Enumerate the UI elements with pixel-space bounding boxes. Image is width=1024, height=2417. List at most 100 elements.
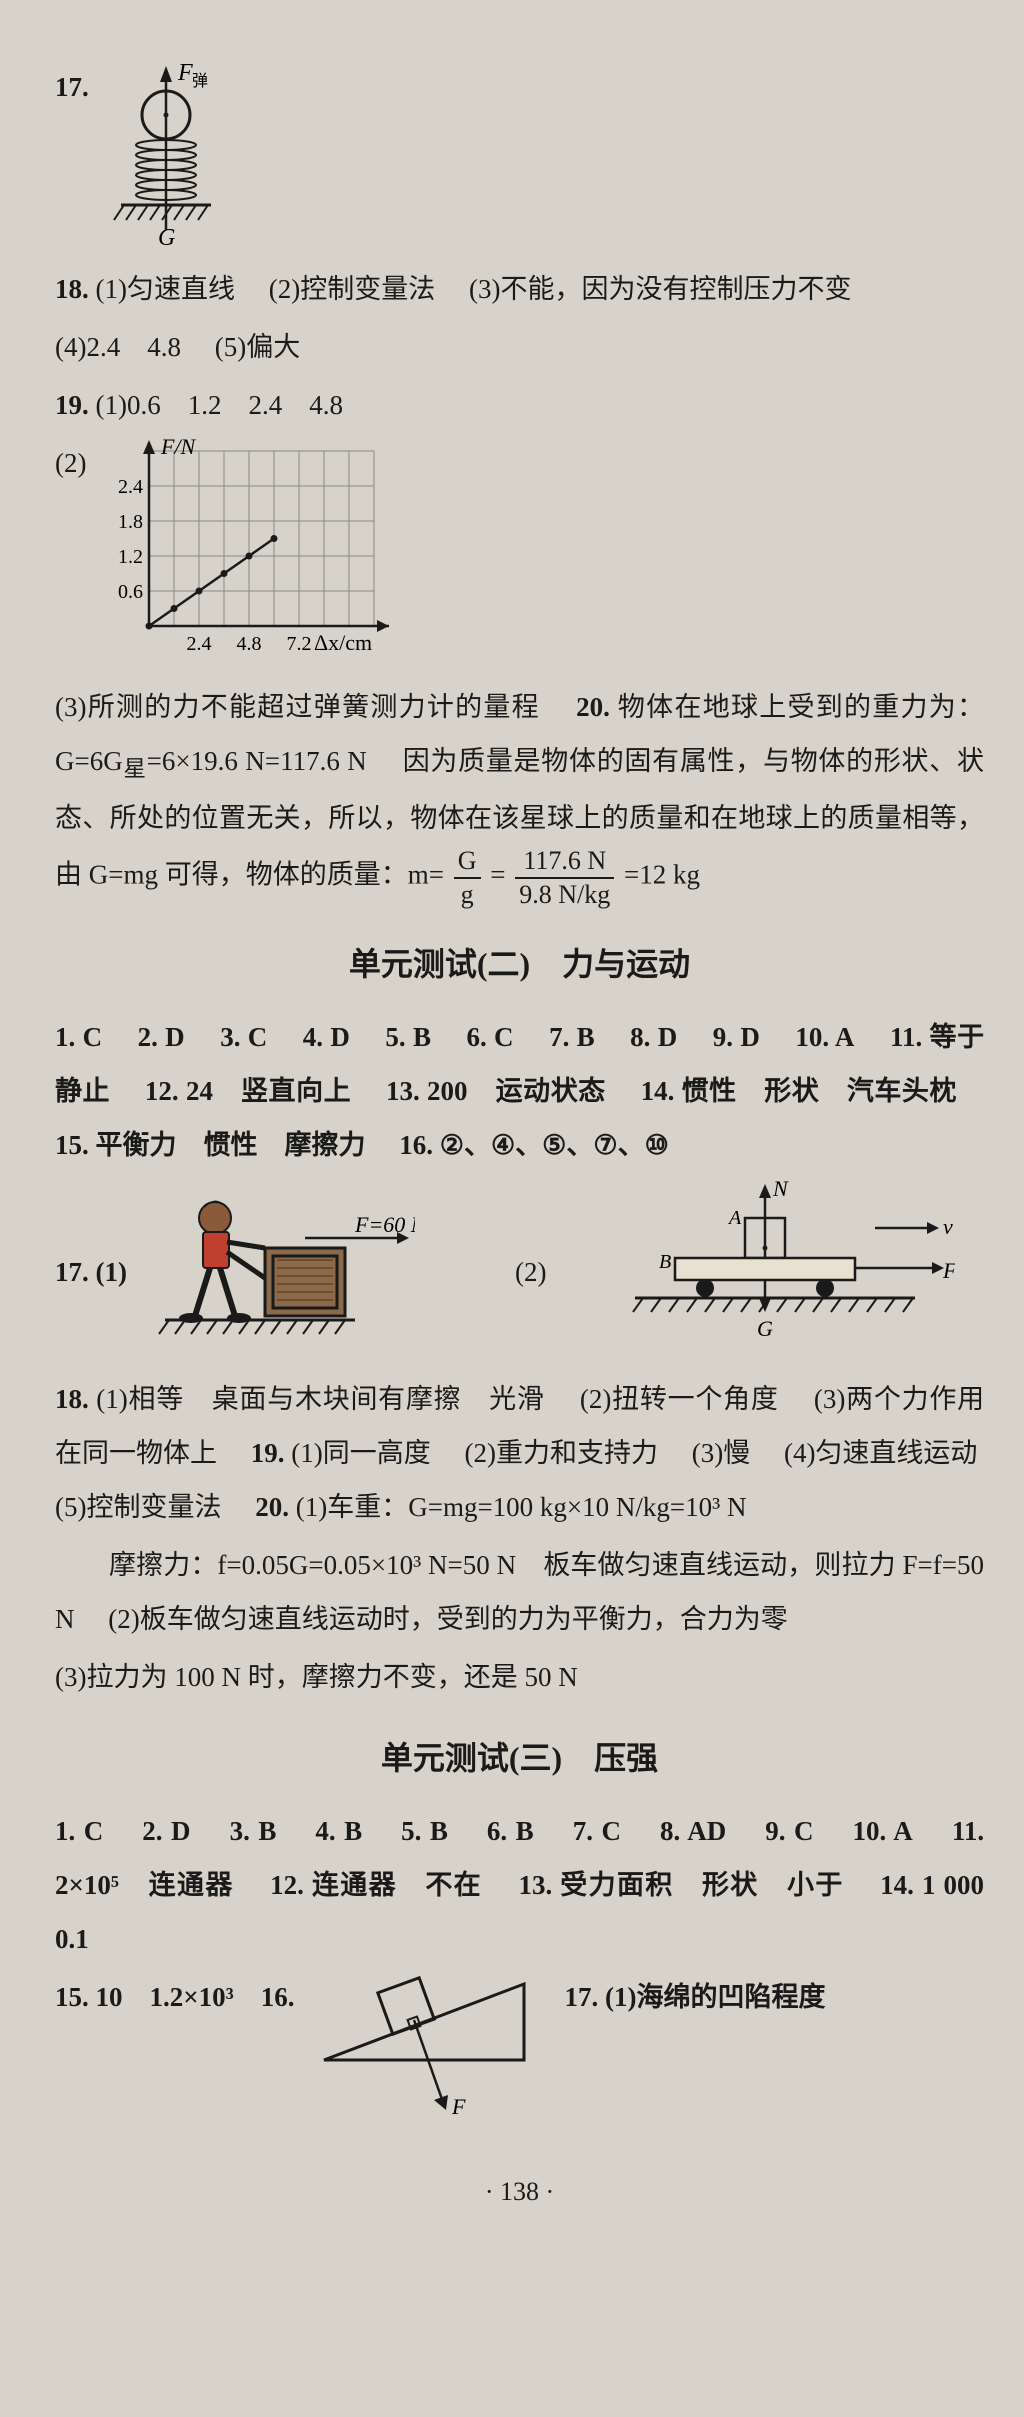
page-number: · 138 · xyxy=(55,2166,984,2218)
s3a1: 1. C xyxy=(55,1816,103,1846)
section3-title: 单元测试(三) 压强 xyxy=(55,1726,984,1790)
lblv: v xyxy=(943,1214,953,1239)
s3a16: 16. xyxy=(261,1982,295,2012)
p1: 匀速直线 xyxy=(127,274,235,304)
s2a8: 8. D xyxy=(630,1022,677,1052)
s2a10: 10. A xyxy=(795,1022,854,1052)
sec3-row1: 1. C 2. D 3. B 4. B 5. B 6. B 7. C 8. AD… xyxy=(55,1804,984,1966)
q19-20-para: (3)所测的力不能超过弹簧测力计的量程 20. 物体在地球上受到的重力为： G=… xyxy=(55,680,984,910)
sec2-q20-p3: (3)拉力为 100 N 时，摩擦力不变，还是 50 N xyxy=(55,1650,984,1704)
spring-chart: F/N Δx/cm 0.61.21.82.4 2.44.87.2 xyxy=(99,436,399,666)
s2a1: 1. C xyxy=(55,1022,102,1052)
g-label: G xyxy=(158,225,175,250)
svg-text:1.8: 1.8 xyxy=(118,511,143,533)
sec2-row: 1. C 2. D 3. C 4. D 5. B 6. C 7. B 8. D … xyxy=(55,1010,984,1172)
eq1: G=6G xyxy=(55,746,123,776)
p4-label: (4) xyxy=(55,332,86,362)
q20t1: 物体在地球上受到的重力为： xyxy=(618,692,984,722)
s2a5: 5. B xyxy=(385,1022,431,1052)
svg-text:2.4: 2.4 xyxy=(187,633,212,655)
v: 光滑 xyxy=(489,1384,545,1414)
v: 板车做匀速直线运动时，受到的力为平衡力，合力为零 xyxy=(140,1604,788,1634)
l: (3) xyxy=(692,1438,723,1468)
q18-line1: 18. (1)匀速直线 (2)控制变量法 (3)不能，因为没有控制压力不变 xyxy=(55,262,984,316)
lblB: B xyxy=(659,1251,671,1273)
svg-text:7.2: 7.2 xyxy=(287,633,312,655)
p3: 不能，因为没有控制压力不变 xyxy=(500,274,851,304)
f1d: g xyxy=(454,879,481,910)
s2a12: 12. 24 竖直向上 xyxy=(145,1076,351,1106)
p2-label: (2) xyxy=(269,274,300,304)
l: (1) xyxy=(291,1438,322,1468)
p1-label: (1) xyxy=(96,274,127,304)
p2: 控制变量法 xyxy=(300,274,435,304)
sec2-q17-row: 17. (1) F=60 N xyxy=(55,1178,984,1366)
lblA: A xyxy=(727,1207,742,1229)
f2n: 117.6 N xyxy=(515,845,614,878)
s3a7: 7. C xyxy=(573,1816,621,1846)
q20t3a: 由 G=mg 可得，物体的质量：m= xyxy=(55,860,444,890)
q18-prefix: 18. xyxy=(55,274,89,304)
cart-force-diagram: N G A B F v xyxy=(595,1178,955,1348)
q19p3-label: (3) xyxy=(55,692,86,722)
sec3-row-1516: 15. 10 1.2×10³ 16. F 17. (1)海绵的凹陷程度 xyxy=(55,1970,984,2138)
s3a3: 3. B xyxy=(230,1816,277,1846)
s2a2: 2. D xyxy=(138,1022,185,1052)
l: (3) xyxy=(814,1384,845,1414)
l: (1) xyxy=(296,1492,327,1522)
frac2: 117.6 N9.8 N/kg xyxy=(515,845,614,909)
q19-line1: 19. (1)0.6 1.2 2.4 4.8 xyxy=(55,378,984,432)
f60: F=60 N xyxy=(354,1212,415,1237)
l: (3) xyxy=(55,1662,86,1692)
l: (2) xyxy=(580,1384,611,1414)
v: 扭转一个角度 xyxy=(611,1384,778,1414)
eq2: = xyxy=(490,860,505,890)
p4b: 4.8 xyxy=(147,332,181,362)
s2a14: 14. 惯性 形状 汽车头枕 xyxy=(641,1076,957,1106)
v4: 4.8 xyxy=(309,390,343,420)
s3a5: 5. B xyxy=(401,1816,448,1846)
v: 车重：G=mg=100 kg×10 N/kg=10³ N xyxy=(327,1492,746,1522)
q19p1-label: (1) xyxy=(96,390,127,420)
s3F: F xyxy=(451,2094,466,2119)
q18-line2: (4)2.4 4.8 (5)偏大 xyxy=(55,320,984,374)
q17-num: 17. xyxy=(55,60,89,114)
svg-text:1.2: 1.2 xyxy=(118,546,143,568)
s2a3: 3. C xyxy=(220,1022,267,1052)
s3a2: 2. D xyxy=(142,1816,190,1846)
s3a17: 17. (1)海绵的凹陷程度 xyxy=(564,1970,825,2024)
p3-label: (3) xyxy=(469,274,500,304)
v: 同一高度 xyxy=(323,1438,431,1468)
s2q20pre: 20. xyxy=(255,1492,289,1522)
v: 拉力为 100 N 时，摩擦力不变，还是 50 N xyxy=(86,1662,577,1692)
l: (1) xyxy=(96,1384,127,1414)
v1: 0.6 xyxy=(127,390,161,420)
y-label: F/N xyxy=(160,436,197,459)
l: (5) xyxy=(55,1492,86,1522)
s3a10: 10. A xyxy=(853,1816,913,1846)
s2a16: 16. ②、④、⑤、⑦、⑩ xyxy=(399,1130,669,1160)
q19p2-label: (2) xyxy=(55,436,86,490)
s3a8: 8. AD xyxy=(660,1816,726,1846)
v: 慢 xyxy=(723,1438,750,1468)
q17-block: 17. F 弹 G xyxy=(55,60,984,250)
v2: 1.2 xyxy=(188,390,222,420)
v: 相等 xyxy=(128,1384,184,1414)
s2q17p2: (2) xyxy=(515,1257,546,1287)
x-label: Δx/cm xyxy=(314,630,372,655)
q20-prefix: 20. xyxy=(576,692,610,722)
s2a15: 15. 平衡力 惯性 摩擦力 xyxy=(55,1130,366,1160)
lblG: G xyxy=(757,1316,773,1341)
incline-diagram: F xyxy=(314,1970,544,2120)
sec2-q18-20: 18. (1)相等 桌面与木块间有摩擦 光滑 (2)扭转一个角度 (3)两个力作… xyxy=(55,1372,984,1534)
s3a15: 15. 10 1.2×10³ xyxy=(55,1982,234,2012)
s2q17p1: 17. (1) xyxy=(55,1257,127,1287)
v: 控制变量法 xyxy=(86,1492,221,1522)
q19p3: 所测的力不能超过弹簧测力计的量程 xyxy=(86,692,539,722)
f2d: 9.8 N/kg xyxy=(515,879,614,910)
s2a4: 4. D xyxy=(303,1022,350,1052)
eq3: =12 kg xyxy=(624,860,700,890)
s2a13: 13. 200 运动状态 xyxy=(386,1076,606,1106)
svg-text:2.4: 2.4 xyxy=(118,476,143,498)
s3a9: 9. C xyxy=(765,1816,813,1846)
